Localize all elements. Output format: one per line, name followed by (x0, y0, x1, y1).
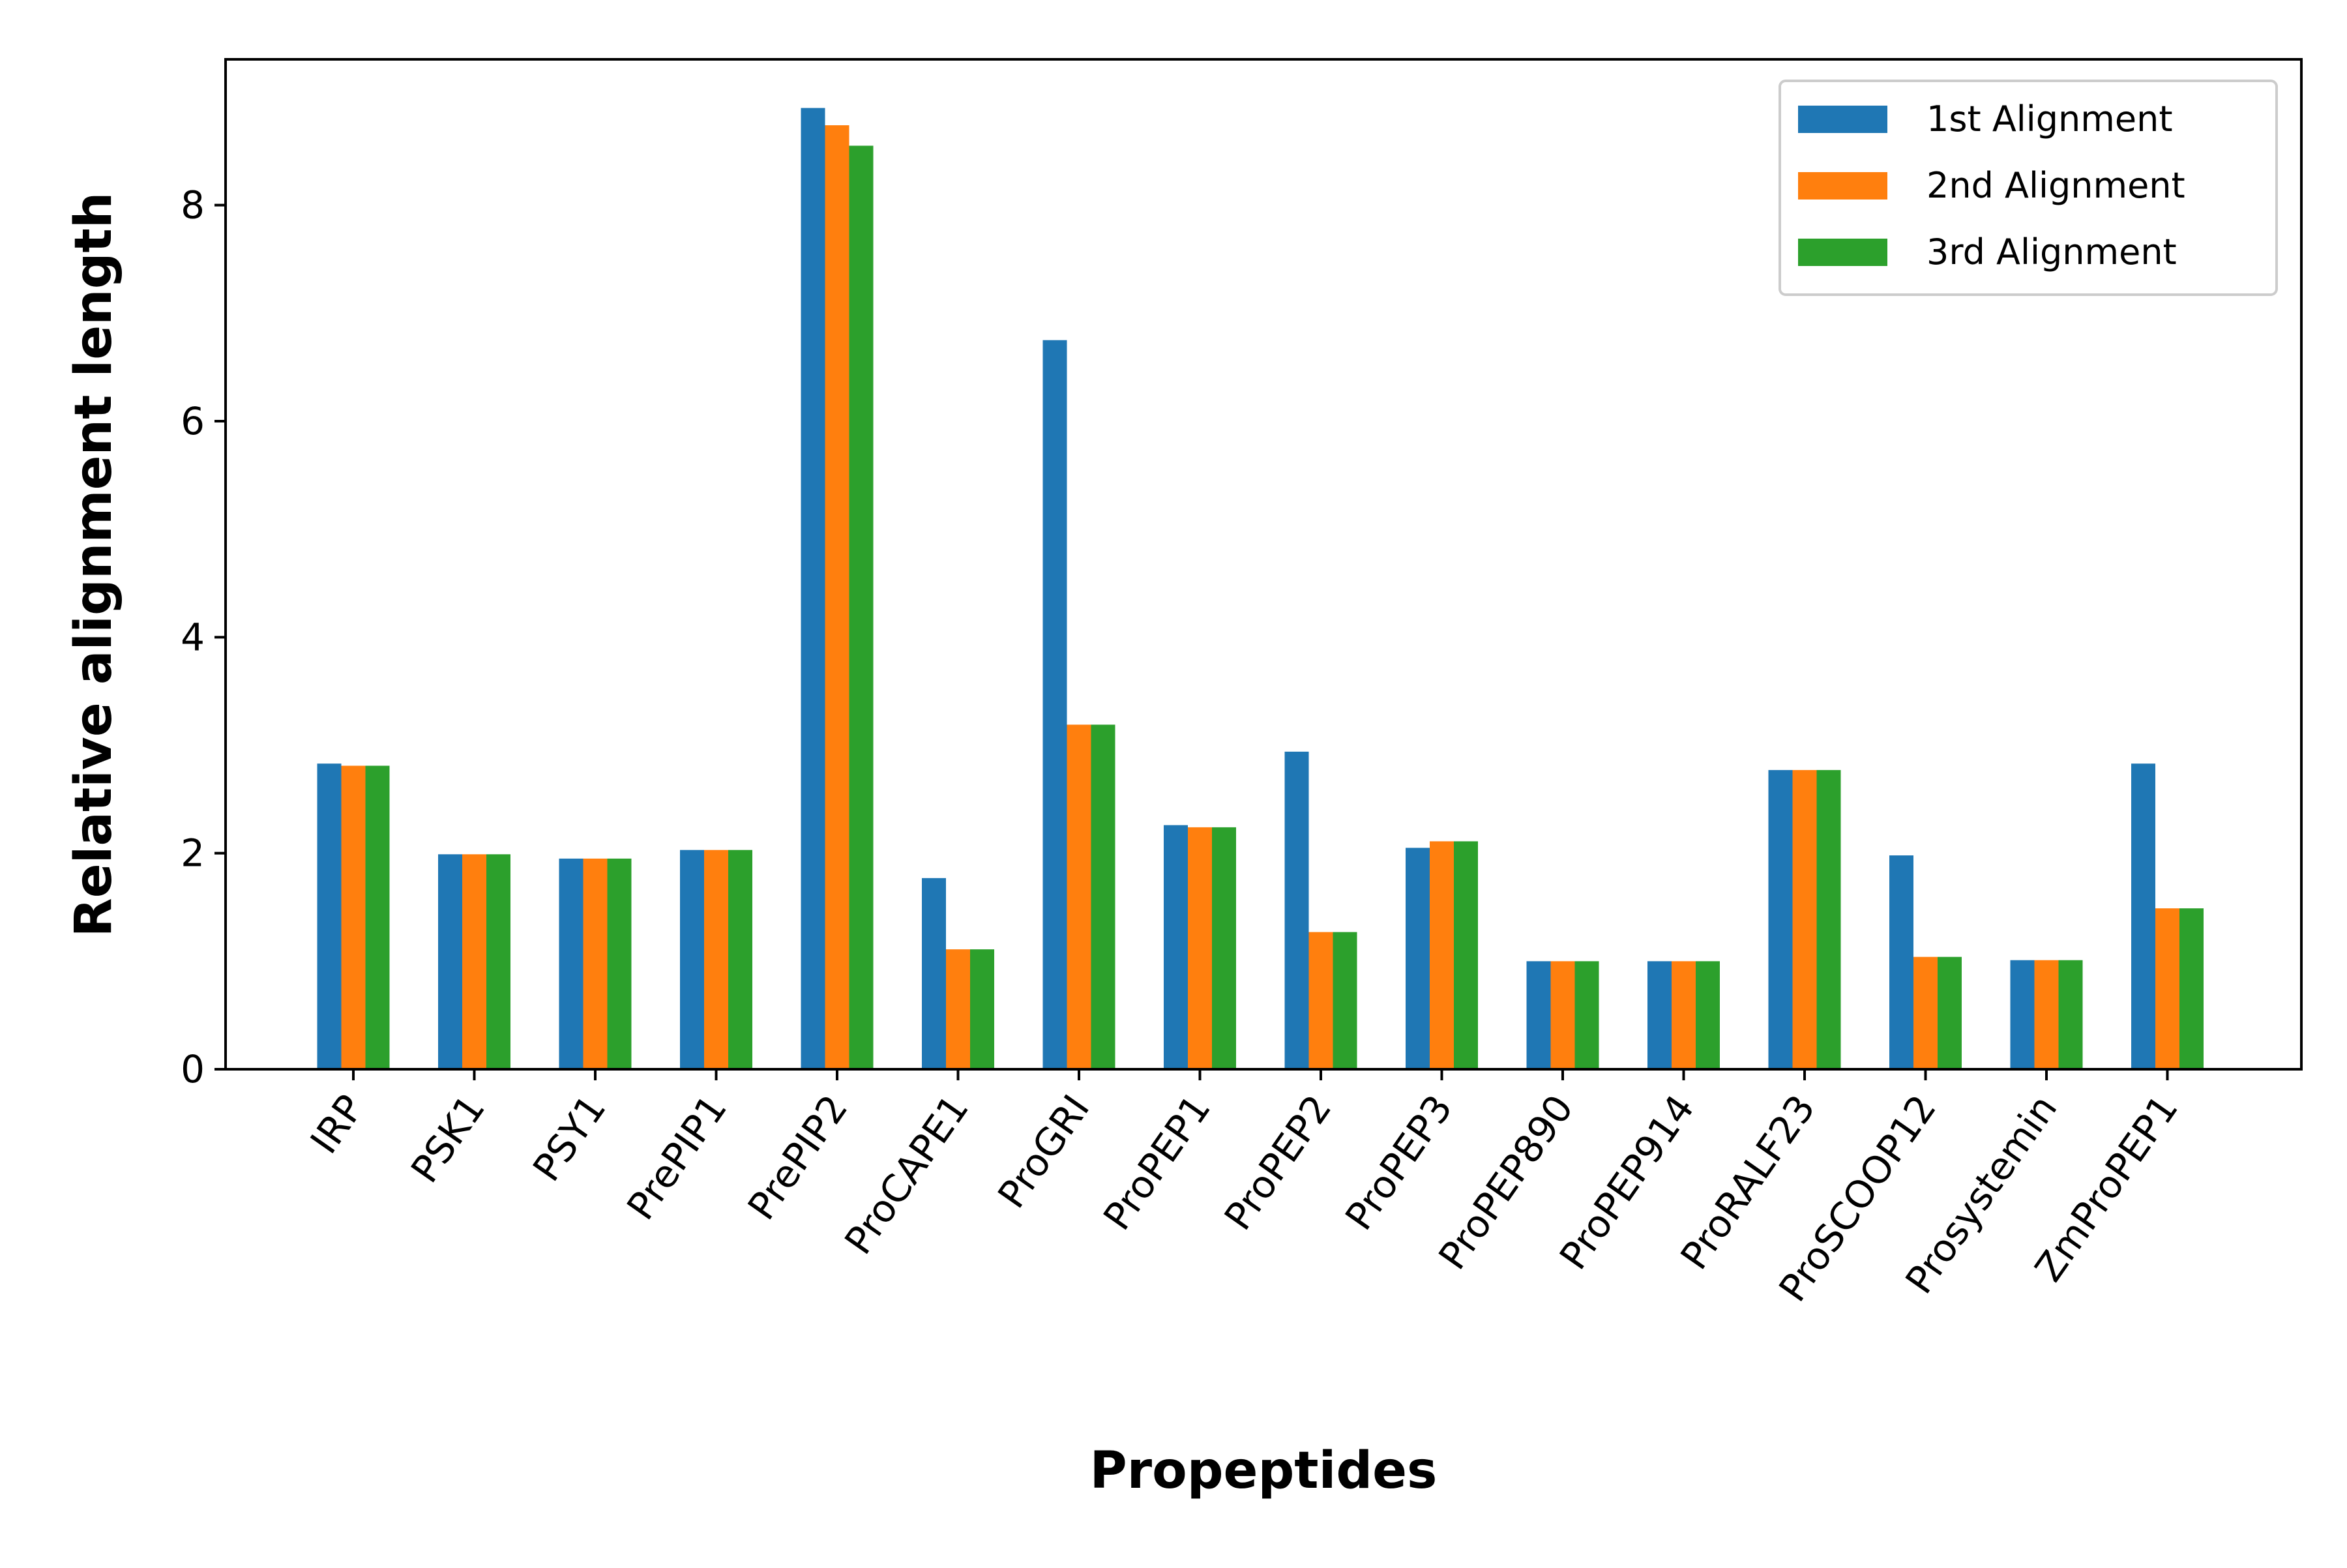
bar-zmpropep1-series-1 (2131, 763, 2155, 1069)
y-axis-title: Relative alignment length (65, 192, 123, 938)
bar-propep890-series-1 (1526, 961, 1551, 1069)
bar-propep914-series-1 (1647, 961, 1672, 1069)
bar-prepip1-series-3 (728, 850, 752, 1069)
bar-propep1-series-2 (1188, 827, 1212, 1069)
bar-propep890-series-2 (1550, 961, 1575, 1069)
y-tick-label: 6 (181, 399, 205, 443)
x-tick-label: ProPEP2 (1216, 1087, 1340, 1238)
legend-box (1779, 80, 2278, 296)
bar-proscoop12-series-2 (1913, 956, 1938, 1069)
bar-irp-series-3 (365, 765, 390, 1069)
bar-prosystemin-series-2 (2034, 960, 2059, 1069)
x-tick-label: PrePIP1 (618, 1087, 735, 1228)
bar-propep914-series-3 (1696, 961, 1720, 1069)
bar-psk1-series-3 (486, 854, 510, 1069)
plot-frame (224, 58, 2303, 1071)
y-tick-label: 2 (181, 831, 205, 876)
bar-irp-series-2 (341, 765, 366, 1069)
bar-propep1-series-3 (1212, 827, 1236, 1069)
bar-propep914-series-2 (1672, 961, 1696, 1069)
legend-swatch-series-2 (1798, 172, 1887, 200)
bar-proscoop12-series-1 (1889, 855, 1913, 1069)
bar-procape1-series-1 (922, 878, 946, 1069)
legend-label-series-3: 3rd Alignment (1926, 231, 2177, 273)
y-tick-label: 8 (181, 183, 205, 228)
bar-prosystemin-series-3 (2058, 960, 2083, 1069)
legend-swatch-series-1 (1798, 106, 1887, 133)
bar-progri-series-1 (1042, 340, 1067, 1070)
bar-propep2-series-3 (1333, 932, 1357, 1069)
bar-prepip2-series-1 (801, 108, 825, 1070)
bar-propep2-series-1 (1284, 751, 1309, 1069)
bar-progri-series-2 (1067, 724, 1091, 1069)
bar-progri-series-3 (1091, 724, 1115, 1069)
bar-zmpropep1-series-2 (2155, 908, 2179, 1069)
bar-psk1-series-2 (462, 854, 486, 1069)
x-tick-label: ProPEP1 (1095, 1087, 1219, 1238)
x-tick-label: ProPEP3 (1336, 1087, 1461, 1238)
bar-prepip2-series-2 (825, 125, 849, 1070)
x-tick-label: IRP (302, 1087, 373, 1162)
bar-propep890-series-3 (1574, 961, 1599, 1069)
x-tick-label: ProCAPE1 (836, 1087, 977, 1262)
bar-propep3-series-2 (1430, 841, 1454, 1069)
x-tick-label: ProGRI (989, 1087, 1098, 1216)
bar-proralf23-series-2 (1792, 770, 1817, 1069)
bar-psy1-series-1 (559, 858, 583, 1069)
bar-prepip2-series-3 (849, 145, 874, 1069)
bars (317, 108, 2204, 1070)
bar-procape1-series-2 (946, 949, 970, 1069)
bar-proscoop12-series-3 (1938, 956, 1962, 1069)
y-tick-label: 4 (181, 615, 205, 659)
legend-swatch-series-3 (1798, 239, 1887, 266)
x-tick-label: PrePIP2 (739, 1087, 857, 1228)
bar-propep3-series-3 (1454, 841, 1478, 1069)
bar-irp-series-1 (317, 763, 342, 1069)
x-axis-title: Propeptides (1090, 1442, 1438, 1500)
bar-psy1-series-3 (607, 858, 632, 1069)
legend-label-series-2: 2nd Alignment (1926, 165, 2185, 206)
bar-propep3-series-1 (1406, 848, 1430, 1069)
legend: 1st Alignment 2nd Alignment 3rd Alignment (1779, 80, 2278, 296)
bar-psk1-series-1 (438, 854, 462, 1069)
bar-prepip1-series-2 (704, 850, 728, 1069)
bar-proralf23-series-1 (1768, 770, 1793, 1069)
bar-psy1-series-2 (583, 858, 608, 1069)
bar-propep1-series-1 (1164, 825, 1188, 1069)
bar-procape1-series-3 (970, 949, 994, 1069)
x-tick-label: PSY1 (524, 1087, 614, 1189)
bar-zmpropep1-series-3 (2179, 908, 2204, 1069)
y-axis: 0 2 4 6 8 (181, 183, 226, 1091)
bar-prosystemin-series-1 (2010, 960, 2035, 1069)
legend-label-series-1: 1st Alignment (1926, 98, 2173, 140)
x-tick-label: PSK1 (402, 1087, 494, 1191)
bar-proralf23-series-3 (1816, 770, 1841, 1069)
y-tick-label: 0 (181, 1047, 205, 1091)
bar-prepip1-series-1 (680, 850, 704, 1069)
bar-propep2-series-2 (1308, 932, 1333, 1069)
